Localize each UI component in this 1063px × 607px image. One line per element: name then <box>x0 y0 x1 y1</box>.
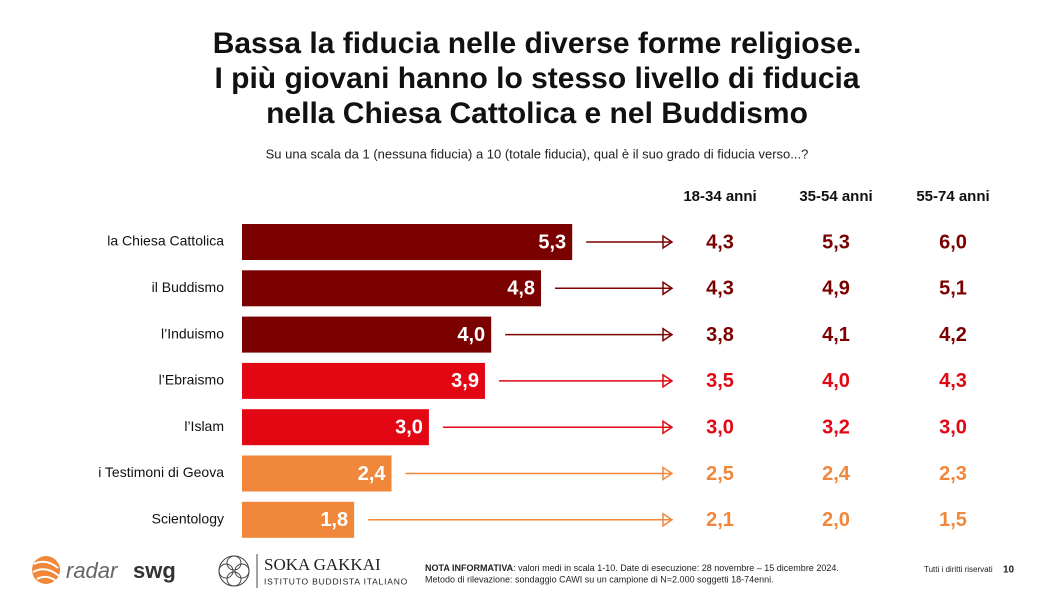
bar <box>242 501 355 538</box>
category-label: i Testimoni di Geova <box>98 464 224 480</box>
table-value: 2,4 <box>822 463 851 485</box>
category-label: l’Induismo <box>161 325 224 341</box>
bar-value-label: 4,8 <box>507 278 535 300</box>
arrow-head <box>662 327 674 343</box>
bar-value-label: 5,3 <box>538 231 566 253</box>
note-label: NOTA INFORMATIVA <box>425 563 514 573</box>
table-value: 4,2 <box>939 324 967 346</box>
table-value: 2,0 <box>822 509 850 531</box>
column-header: 18-34 anni <box>683 188 756 205</box>
table-value: 5,3 <box>822 231 850 253</box>
bar <box>242 316 492 353</box>
table-value: 4,3 <box>706 231 734 253</box>
category-label: il Buddismo <box>152 279 225 295</box>
logo-text: SOKA GAKKAI <box>264 555 381 574</box>
table-value: 3,0 <box>939 416 967 438</box>
table-value: 3,2 <box>822 416 850 438</box>
note-text: : valori medi in scala 1-10. Date di ese… <box>513 563 839 573</box>
bar <box>242 224 573 260</box>
title-line: Bassa la fiducia nelle diverse forme rel… <box>213 27 862 60</box>
table-value: 3,5 <box>706 370 734 392</box>
note-method: Metodo di rilevazione: sondaggio CAWI su… <box>425 574 774 584</box>
category-label: la Chiesa Cattolica <box>107 233 224 249</box>
table-value: 3,8 <box>706 324 734 346</box>
table-value: 2,5 <box>706 463 734 485</box>
logo-text: ISTITUTO BUDDISTA ITALIANO <box>264 576 408 586</box>
subtitle: Su una scala da 1 (nessuna fiducia) a 10… <box>266 146 809 161</box>
category-label: l’Ebraismo <box>159 372 225 388</box>
arrow-head <box>662 234 674 250</box>
table-value: 2,1 <box>706 509 734 531</box>
title-line: I più giovani hanno lo stesso livello di… <box>214 62 859 95</box>
table-value: 6,0 <box>939 231 967 253</box>
column-header: 55-74 anni <box>916 188 989 205</box>
rights: Tutti i diritti riservati <box>924 565 993 574</box>
bar <box>242 409 429 446</box>
bar-value-label: 2,4 <box>358 463 387 485</box>
arrow-head <box>662 466 674 481</box>
bar <box>242 455 392 492</box>
note: NOTA INFORMATIVA: valori medi in scala 1… <box>425 563 839 573</box>
bar-value-label: 1,8 <box>320 509 348 531</box>
arrow-head <box>662 280 674 296</box>
table-value: 2,3 <box>939 463 967 485</box>
table-value: 4,1 <box>822 324 850 346</box>
category-label: l’Islam <box>184 418 224 434</box>
logo-radar: radar swg <box>32 556 176 584</box>
table-value: 4,0 <box>822 370 850 392</box>
table-value: 5,1 <box>939 278 967 300</box>
column-header: 35-54 anni <box>799 188 872 205</box>
bar <box>242 270 542 307</box>
page-number: 10 <box>1003 565 1015 576</box>
bar-value-label: 3,9 <box>451 370 479 392</box>
table-value: 1,5 <box>939 509 967 531</box>
category-label: Scientology <box>152 511 224 527</box>
table-value: 4,3 <box>939 370 967 392</box>
title-line: nella Chiesa Cattolica e nel Buddismo <box>266 97 808 130</box>
bar <box>242 362 485 399</box>
arrow-head <box>662 512 674 528</box>
logo-text: radar <box>66 558 119 583</box>
logo-soka: SOKA GAKKAI ISTITUTO BUDDISTA ITALIANO <box>218 554 408 588</box>
arrow-head <box>662 373 674 389</box>
table-value: 4,3 <box>706 278 734 300</box>
arrow-head <box>662 419 674 435</box>
table-value: 4,9 <box>822 278 850 300</box>
logo-text: swg <box>133 558 176 583</box>
table-value: 3,0 <box>706 416 734 438</box>
bar-value-label: 4,0 <box>457 324 485 346</box>
bar-value-label: 3,0 <box>395 416 423 438</box>
